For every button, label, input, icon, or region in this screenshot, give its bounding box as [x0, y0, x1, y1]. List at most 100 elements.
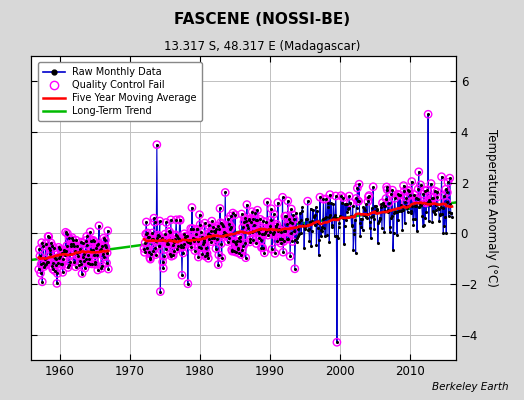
Point [65, 235, 73, 241]
Point [369, 216, 378, 222]
Point [322, 196, 330, 202]
Point [215, 252, 223, 258]
Point [296, 210, 304, 216]
Point [194, 254, 203, 260]
Point [319, 216, 327, 222]
Point [185, 237, 193, 243]
Point [255, 235, 264, 242]
Point [90, 252, 98, 258]
Point [203, 231, 212, 238]
Point [430, 209, 438, 215]
Point [350, 226, 358, 233]
Point [355, 220, 364, 227]
Point [396, 192, 404, 198]
Point [409, 222, 418, 228]
Point [445, 175, 454, 181]
Point [190, 238, 198, 244]
Point [316, 227, 325, 234]
Point [150, 219, 159, 225]
Point [326, 192, 334, 198]
Point [151, 251, 160, 258]
Point [45, 233, 53, 240]
Point [280, 228, 289, 234]
Point [441, 213, 449, 220]
Point [266, 228, 274, 235]
Point [197, 244, 205, 251]
Point [85, 260, 94, 267]
Point [90, 238, 99, 245]
Point [387, 191, 396, 197]
Point [56, 253, 64, 259]
Point [146, 254, 154, 261]
Point [57, 261, 65, 268]
Point [174, 235, 183, 241]
Point [312, 242, 321, 248]
Point [213, 236, 221, 242]
Point [53, 280, 61, 287]
Point [232, 249, 240, 255]
Point [70, 243, 79, 250]
Point [282, 236, 291, 242]
Point [286, 219, 294, 225]
Point [216, 205, 224, 212]
Point [256, 216, 265, 222]
Point [72, 237, 80, 244]
Point [57, 250, 66, 256]
Point [156, 218, 164, 224]
Point [370, 202, 379, 209]
Point [187, 244, 195, 250]
Point [172, 233, 181, 239]
Point [70, 243, 79, 250]
Point [438, 174, 446, 180]
Point [272, 221, 281, 228]
Point [248, 236, 257, 243]
Point [398, 204, 406, 210]
Point [373, 206, 381, 213]
Point [40, 263, 48, 270]
Point [425, 197, 433, 204]
Point [341, 200, 350, 207]
Point [157, 237, 165, 244]
Point [283, 221, 291, 228]
Point [66, 251, 74, 258]
Point [201, 220, 209, 226]
Point [198, 234, 206, 240]
Point [420, 221, 428, 228]
Point [277, 228, 286, 235]
Point [180, 241, 188, 248]
Point [364, 198, 372, 205]
Point [79, 240, 87, 246]
Point [227, 224, 235, 230]
Point [423, 199, 432, 205]
Point [171, 232, 180, 238]
Point [223, 232, 231, 238]
Point [298, 204, 307, 210]
Point [386, 228, 394, 235]
Point [141, 231, 150, 237]
Point [384, 207, 392, 213]
Point [99, 262, 107, 269]
Point [223, 238, 232, 245]
Point [41, 256, 49, 262]
Point [246, 236, 255, 243]
Point [263, 227, 271, 233]
Point [248, 236, 257, 243]
Point [102, 260, 111, 266]
Point [401, 199, 409, 206]
Point [271, 250, 279, 256]
Point [194, 254, 203, 260]
Point [434, 205, 442, 211]
Point [165, 236, 173, 243]
Point [382, 195, 390, 202]
Point [281, 228, 290, 234]
Point [97, 265, 105, 272]
Point [342, 216, 350, 223]
Point [89, 247, 97, 253]
Point [388, 187, 397, 193]
Point [88, 261, 96, 267]
Point [78, 270, 86, 277]
Point [49, 266, 57, 272]
Point [430, 188, 439, 194]
Point [82, 233, 91, 240]
Point [407, 208, 416, 214]
